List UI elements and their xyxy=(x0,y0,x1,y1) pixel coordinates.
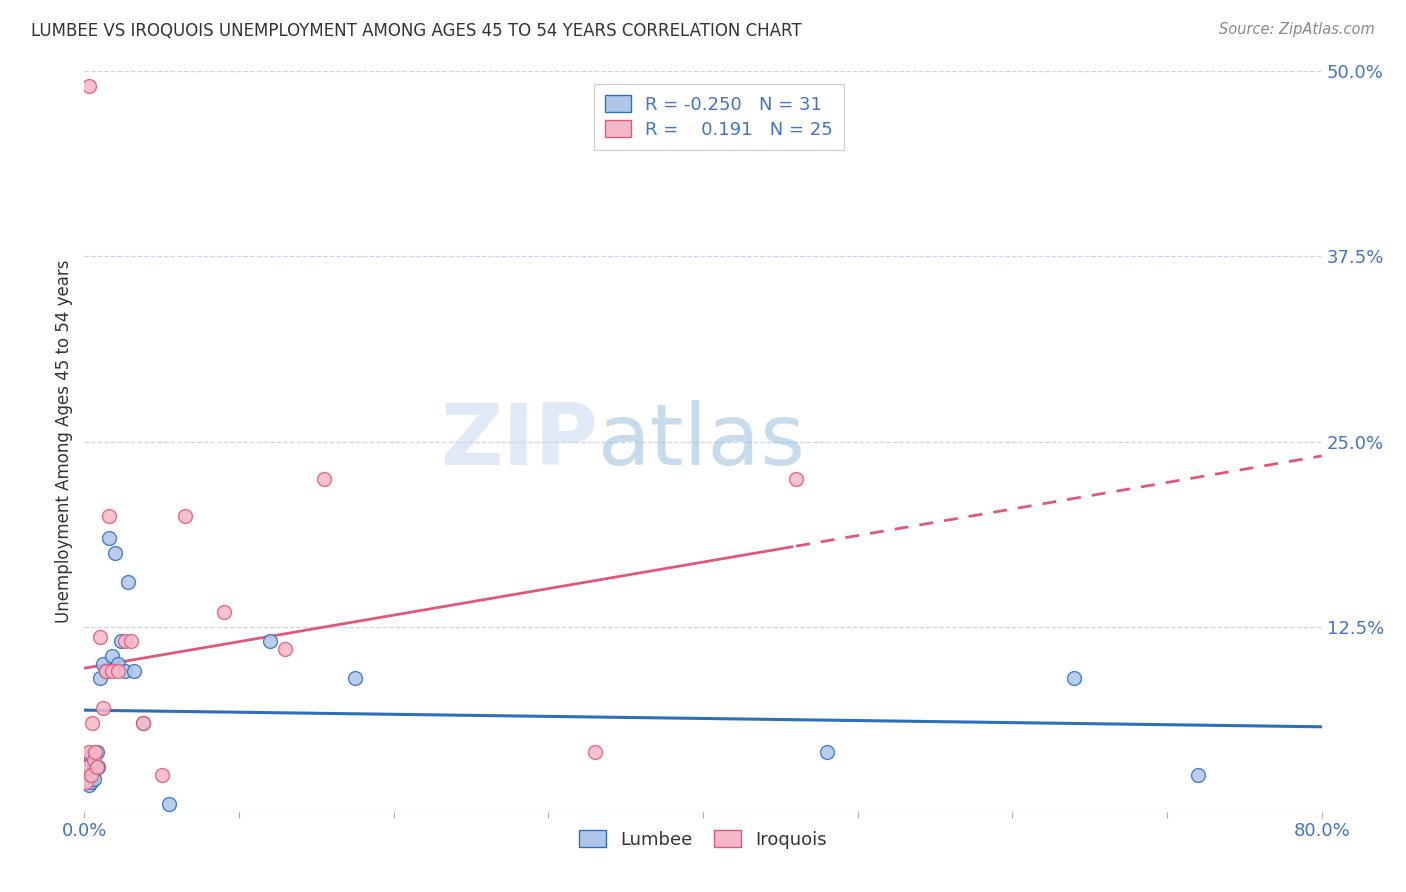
Point xyxy=(122,664,145,678)
Point xyxy=(91,657,114,671)
Point xyxy=(120,634,142,648)
Point xyxy=(98,508,121,523)
Point xyxy=(83,772,105,786)
Point xyxy=(132,715,155,730)
Point xyxy=(274,641,297,656)
Point xyxy=(75,775,97,789)
Point xyxy=(104,546,127,560)
Point xyxy=(77,79,100,94)
Point xyxy=(76,760,98,774)
Point xyxy=(82,715,104,730)
Point xyxy=(174,508,197,523)
Point xyxy=(117,575,139,590)
Point xyxy=(84,760,107,774)
Point xyxy=(77,778,100,792)
Point xyxy=(83,764,105,778)
Point xyxy=(79,775,101,789)
Point xyxy=(76,772,98,786)
Point xyxy=(114,664,136,678)
Point xyxy=(150,767,173,781)
Point xyxy=(101,664,124,678)
Point xyxy=(583,746,606,760)
Legend: Lumbee, Iroquois: Lumbee, Iroquois xyxy=(571,822,835,856)
Point xyxy=(75,775,97,789)
Point xyxy=(110,634,132,648)
Point xyxy=(77,746,100,760)
Point xyxy=(101,649,124,664)
Point xyxy=(259,634,281,648)
Point xyxy=(312,471,335,485)
Point xyxy=(82,748,104,763)
Text: ZIP: ZIP xyxy=(440,400,598,483)
Point xyxy=(1187,767,1209,781)
Point xyxy=(343,672,366,686)
Point xyxy=(82,767,104,781)
Point xyxy=(84,746,107,760)
Point xyxy=(86,746,108,760)
Point xyxy=(91,701,114,715)
Point xyxy=(83,753,105,767)
Point xyxy=(107,657,129,671)
Point xyxy=(79,753,101,767)
Point xyxy=(94,664,117,678)
Y-axis label: Unemployment Among Ages 45 to 54 years: Unemployment Among Ages 45 to 54 years xyxy=(55,260,73,624)
Point xyxy=(79,767,101,781)
Point xyxy=(77,764,100,778)
Text: LUMBEE VS IROQUOIS UNEMPLOYMENT AMONG AGES 45 TO 54 YEARS CORRELATION CHART: LUMBEE VS IROQUOIS UNEMPLOYMENT AMONG AG… xyxy=(31,22,801,40)
Point xyxy=(98,531,121,545)
Point xyxy=(107,664,129,678)
Point xyxy=(212,605,235,619)
Point xyxy=(815,746,838,760)
Point xyxy=(87,760,110,774)
Point xyxy=(114,634,136,648)
Text: atlas: atlas xyxy=(598,400,806,483)
Point xyxy=(132,715,155,730)
Point xyxy=(89,630,111,644)
Text: Source: ZipAtlas.com: Source: ZipAtlas.com xyxy=(1219,22,1375,37)
Point xyxy=(785,471,807,485)
Point xyxy=(89,672,111,686)
Point xyxy=(94,664,117,678)
Point xyxy=(1063,672,1085,686)
Point xyxy=(86,760,108,774)
Point xyxy=(159,797,180,812)
